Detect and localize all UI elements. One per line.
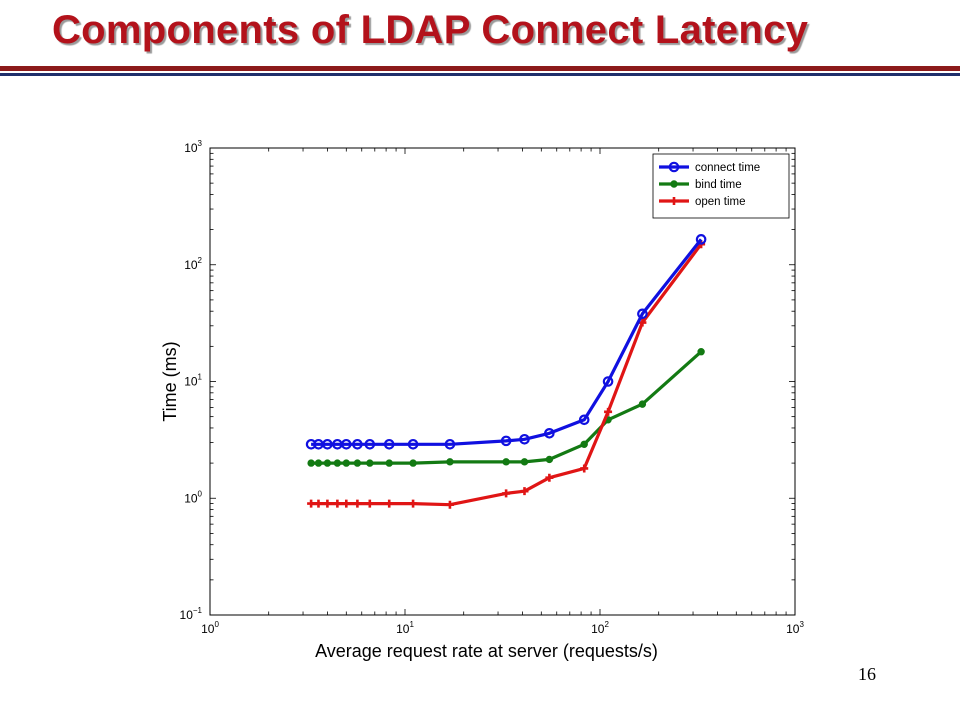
x-tick-label-exponent: 1 [409, 620, 414, 629]
connect-time-line [311, 238, 703, 446]
open-time-point [314, 499, 323, 508]
connect-time-point [695, 234, 707, 245]
x-tick-label: 102 [591, 620, 609, 636]
open-time-point [409, 499, 418, 508]
y-axis-label: Time (ms) [160, 341, 180, 421]
x-axis-label: Average request rate at server (requests… [315, 641, 658, 661]
y-tick-label-exponent: 1 [198, 373, 203, 382]
y-tick-label-base: 10 [184, 258, 198, 272]
x-tick-label-exponent: 3 [799, 620, 804, 629]
bind-time-point [323, 459, 332, 467]
bind-time-point [697, 347, 705, 356]
x-tick-label-base: 10 [396, 622, 410, 636]
bind-time-point [307, 459, 315, 467]
open-time-point [342, 499, 351, 508]
y-tick-label-base: 10 [184, 141, 198, 155]
connect-time-point [500, 435, 512, 447]
connect-time-point [407, 438, 419, 450]
legend-open-time-point [670, 197, 678, 205]
x-tick-label-exponent: 2 [604, 620, 609, 629]
x-tick-label: 101 [396, 620, 414, 636]
x-tick-label: 103 [786, 620, 804, 636]
open-time-point [502, 489, 511, 498]
axis-ticks [209, 148, 795, 616]
y-tick-label-base: 10 [180, 608, 194, 622]
y-tick-label-base: 10 [184, 491, 198, 505]
y-tick-label-base: 10 [184, 375, 198, 389]
open-time-point [353, 499, 362, 508]
open-time-point [365, 499, 374, 508]
open-time-point [520, 487, 529, 496]
y-tick-label-exponent: 0 [198, 489, 203, 498]
bind-time-point [409, 459, 417, 467]
bind-time-point [520, 458, 529, 466]
legend-label-open-time: open time [695, 196, 746, 208]
y-tick-label: 10−1 [180, 606, 203, 622]
y-tick-label-exponent: −1 [193, 606, 203, 615]
connect-time-point [340, 438, 352, 450]
x-tick-label-exponent: 0 [214, 620, 219, 629]
bind-time-point [385, 459, 393, 467]
series-bind-time [307, 347, 705, 467]
connect-time-point [519, 433, 530, 445]
open-time-point [307, 499, 316, 508]
legend-label-connect-time: connect time [695, 162, 760, 174]
bind-time-point [342, 459, 350, 467]
open-time-point [385, 499, 394, 508]
slide-title: Components of LDAP Connect Latency [52, 8, 809, 52]
title-underline-red [0, 66, 960, 71]
bind-time-point [314, 459, 323, 467]
connect-time-point [578, 414, 590, 426]
bind-time-point [580, 440, 588, 448]
y-tick-label: 101 [184, 373, 202, 389]
bind-time-point [446, 458, 454, 466]
x-tick-label-base: 10 [591, 622, 605, 636]
legend-bind-time-point [670, 180, 678, 188]
bind-time-point [545, 455, 554, 464]
connect-time-point [383, 438, 395, 450]
open-time-point [545, 473, 554, 482]
title-underline-navy [0, 73, 960, 76]
x-tick-label: 100 [201, 620, 219, 636]
open-time-point [604, 407, 613, 416]
y-tick-label: 103 [184, 139, 202, 155]
bind-time-point [353, 459, 362, 467]
bind-time-point [502, 458, 510, 466]
connect-time-point [544, 428, 555, 439]
x-tick-label-base: 10 [201, 622, 215, 636]
page-number: 16 [858, 664, 876, 684]
connect-time-point [444, 438, 456, 450]
y-tick-label: 100 [184, 489, 202, 505]
connect-time-point [352, 438, 363, 450]
bind-time-point [638, 400, 647, 408]
y-tick-label-exponent: 2 [198, 256, 203, 265]
y-tick-label-exponent: 3 [198, 139, 203, 148]
open-time-point [580, 464, 589, 473]
connect-time-point [364, 438, 376, 450]
legend: connect time bind time open time [652, 153, 790, 219]
open-time-point [333, 499, 342, 508]
open-time-point [323, 499, 332, 508]
series-open-time [307, 240, 706, 509]
connect-time-point [602, 376, 614, 387]
bind-time-point [366, 459, 374, 467]
series-connect-time [305, 234, 707, 450]
bind-time-point [333, 459, 342, 467]
y-tick-label: 102 [184, 256, 202, 272]
legend-connect-time-point [668, 161, 680, 173]
legend-label-bind-time: bind time [695, 179, 742, 191]
connect-time-point [637, 308, 648, 320]
connect-time-point [322, 438, 333, 450]
x-tick-label-base: 10 [786, 622, 800, 636]
open-time-point [445, 500, 454, 509]
